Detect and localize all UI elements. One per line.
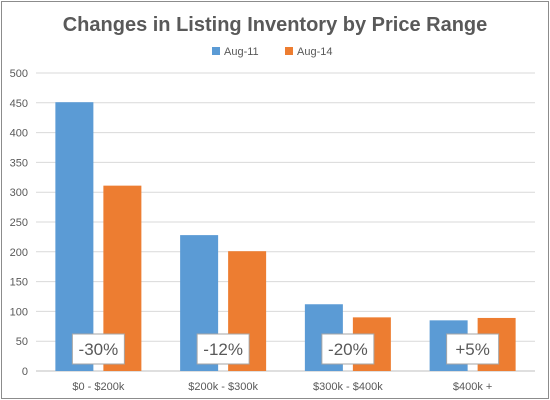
annotation-box (321, 333, 375, 365)
y-tick-label: 500 (10, 68, 28, 80)
change-annotation: -30% (71, 333, 125, 365)
annotation-label: -20% (328, 340, 368, 359)
change-annotation: +5% (446, 333, 500, 365)
annotation-label: -30% (79, 340, 119, 359)
legend-swatch (285, 47, 293, 55)
y-tick-label: 250 (10, 217, 28, 229)
annotation-label: +5% (455, 340, 490, 359)
legend: Aug-11 Aug-14 (212, 46, 332, 58)
y-tick-label: 0 (22, 366, 28, 378)
x-tick-label: $300k - $400k (313, 381, 383, 393)
y-axis: 0 50 100 150 200 250 300 350 400 450 500 (10, 68, 28, 378)
x-tick-label: $400k + (453, 381, 492, 393)
y-tick-label: 150 (10, 277, 28, 289)
y-tick-label: 50 (16, 336, 28, 348)
x-axis: $0 - $200k $200k - $300k $300k - $400k $400… (72, 381, 492, 393)
annotation-box (196, 333, 250, 365)
y-tick-label: 450 (10, 98, 28, 110)
y-tick-label: 100 (10, 306, 28, 318)
annotation-box (446, 333, 500, 365)
annotation-box (71, 333, 125, 365)
y-tick-label: 300 (10, 187, 28, 199)
change-annotation: -12% (196, 333, 250, 365)
change-annotation: -20% (321, 333, 375, 365)
y-tick-label: 400 (10, 128, 28, 140)
legend-label: Aug-14 (297, 46, 332, 58)
x-tick-label: $200k - $300k (188, 381, 258, 393)
annotations: -30% -12% -20% +5% (71, 333, 500, 365)
legend-item: Aug-11 (212, 46, 259, 58)
y-tick-label: 200 (10, 247, 28, 259)
legend-label: Aug-11 (224, 46, 259, 58)
annotation-label: -12% (203, 340, 243, 359)
x-tick-label: $0 - $200k (72, 381, 124, 393)
y-tick-label: 350 (10, 157, 28, 169)
bar-aug-11-0 (55, 102, 94, 371)
legend-swatch (212, 47, 220, 55)
bars (55, 102, 516, 371)
chart-title: Changes in Listing Inventory by Price Ra… (63, 14, 488, 36)
legend-item: Aug-14 (285, 46, 332, 58)
